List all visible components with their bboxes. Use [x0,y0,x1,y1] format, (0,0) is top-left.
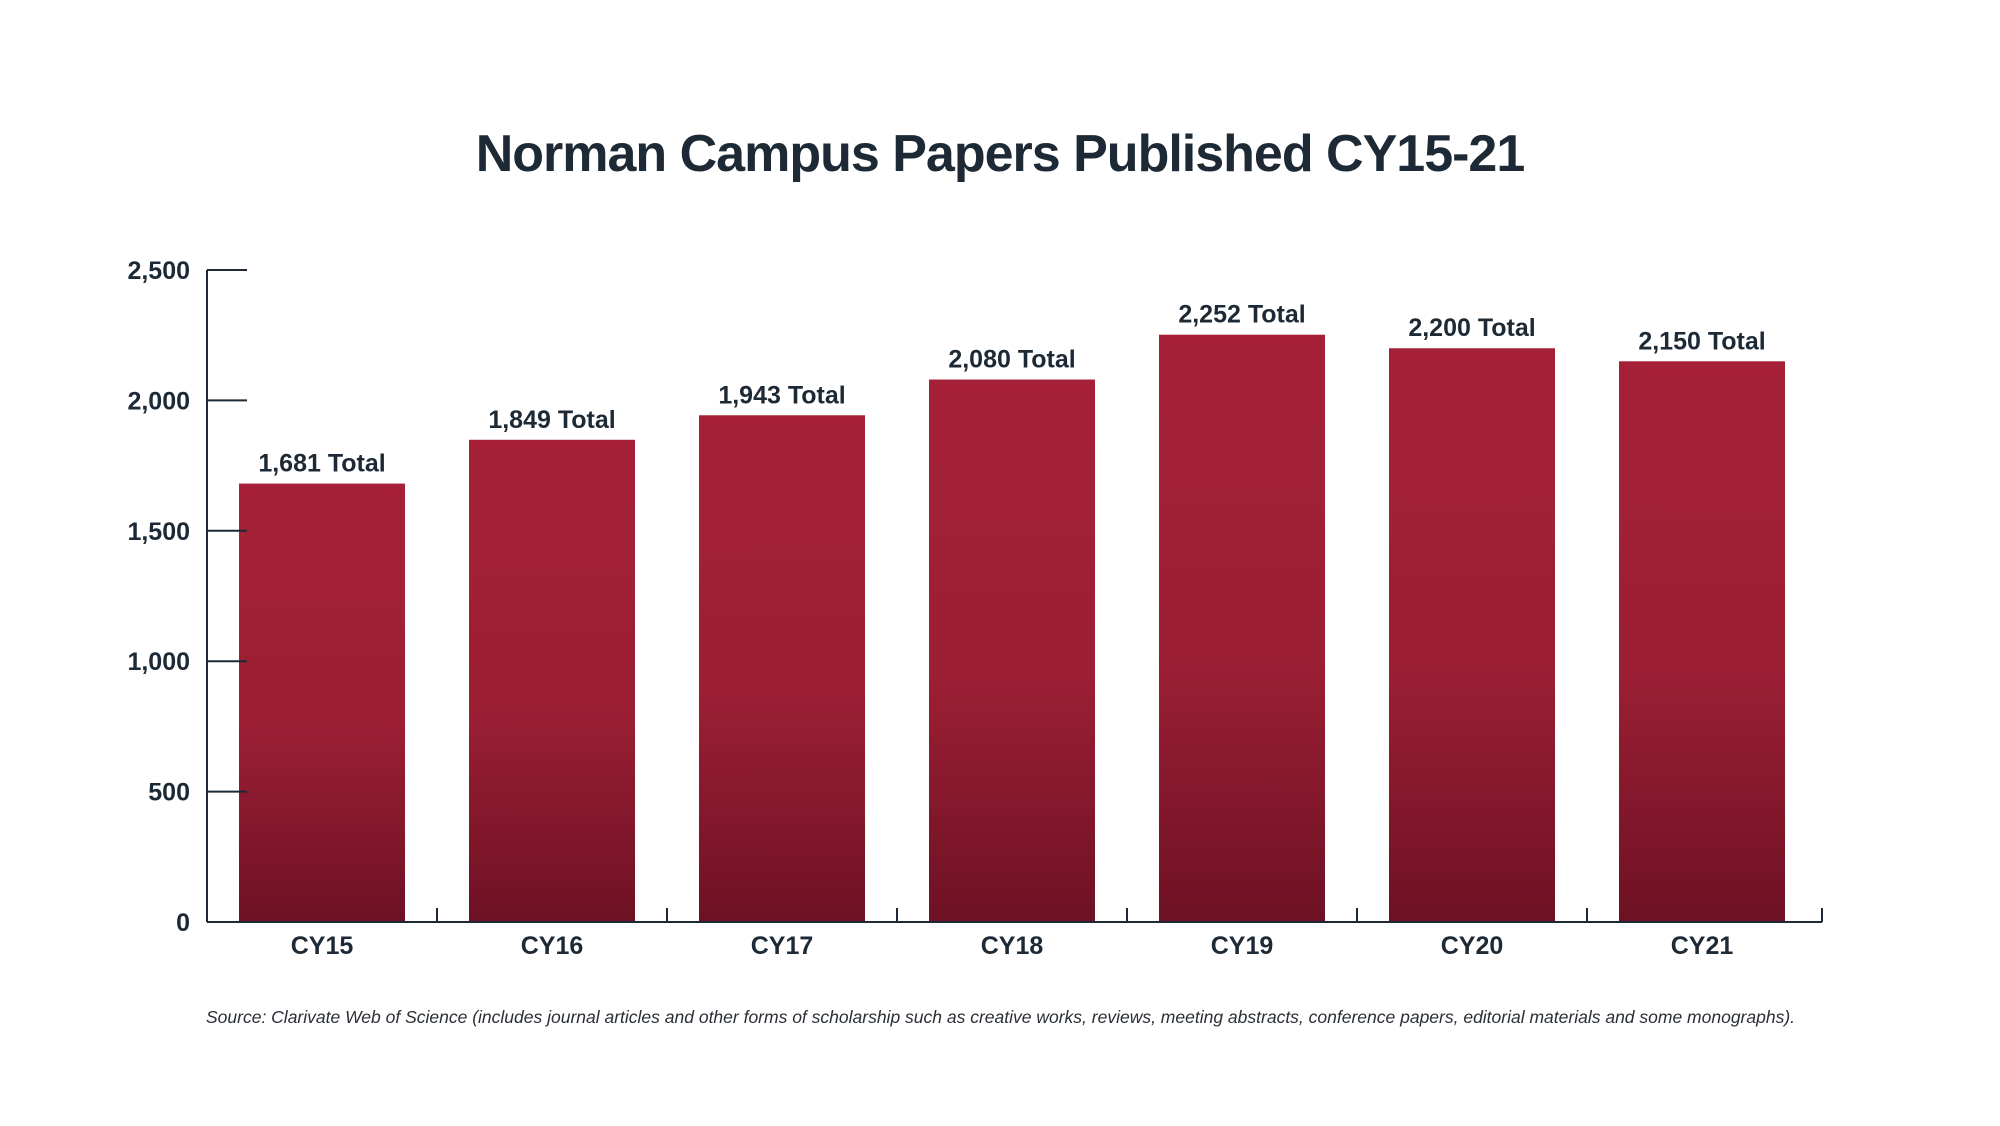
y-tick-label-2000: 2,000 [127,387,190,415]
x-tick-label-cy16: CY16 [521,932,584,960]
data-label-cy16: 1,849 Total [488,406,615,434]
x-tick-label-cy18: CY18 [981,932,1044,960]
y-tick-label-500: 500 [148,779,190,807]
bar-cy16 [469,439,635,922]
bar-cy18 [929,379,1095,922]
data-label-cy17: 1,943 Total [718,381,845,409]
chart-title: Norman Campus Papers Published CY15-21 [475,125,1526,183]
x-tick-label-cy19: CY19 [1211,932,1274,960]
bars-group [239,334,1785,922]
x-tick-label-cy17: CY17 [751,932,814,960]
data-label-cy15: 1,681 Total [258,450,385,478]
bar-cy20 [1389,348,1555,922]
x-tick-label-cy21: CY21 [1671,932,1734,960]
bar-cy21 [1619,361,1785,922]
y-tick-label-1500: 1,500 [127,518,190,546]
data-label-cy19: 2,252 Total [1178,301,1305,329]
x-tick-label-cy20: CY20 [1441,932,1504,960]
source-note: Source: Clarivate Web of Science (includ… [206,1007,1796,1027]
y-tick-label-1000: 1,000 [127,648,190,676]
y-tick-label-2500: 2,500 [127,257,190,285]
data-label-cy18: 2,080 Total [948,346,1075,374]
axes-group: CY15 CY16 CY17 CY18 CY19 CY20 CY21 0 500 1,000 1,5… [127,257,1823,960]
y-tick-label-0: 0 [176,909,190,937]
x-tick-label-cy15: CY15 [291,932,354,960]
data-labels-group: 1,681 Total 1,849 Total 1,943 Total 2,080 T… [258,301,1765,478]
bar-cy15 [239,483,405,922]
bar-cy19 [1159,334,1325,922]
data-label-cy21: 2,150 Total [1638,327,1765,355]
bar-cy17 [699,415,865,922]
data-label-cy20: 2,200 Total [1408,314,1535,342]
